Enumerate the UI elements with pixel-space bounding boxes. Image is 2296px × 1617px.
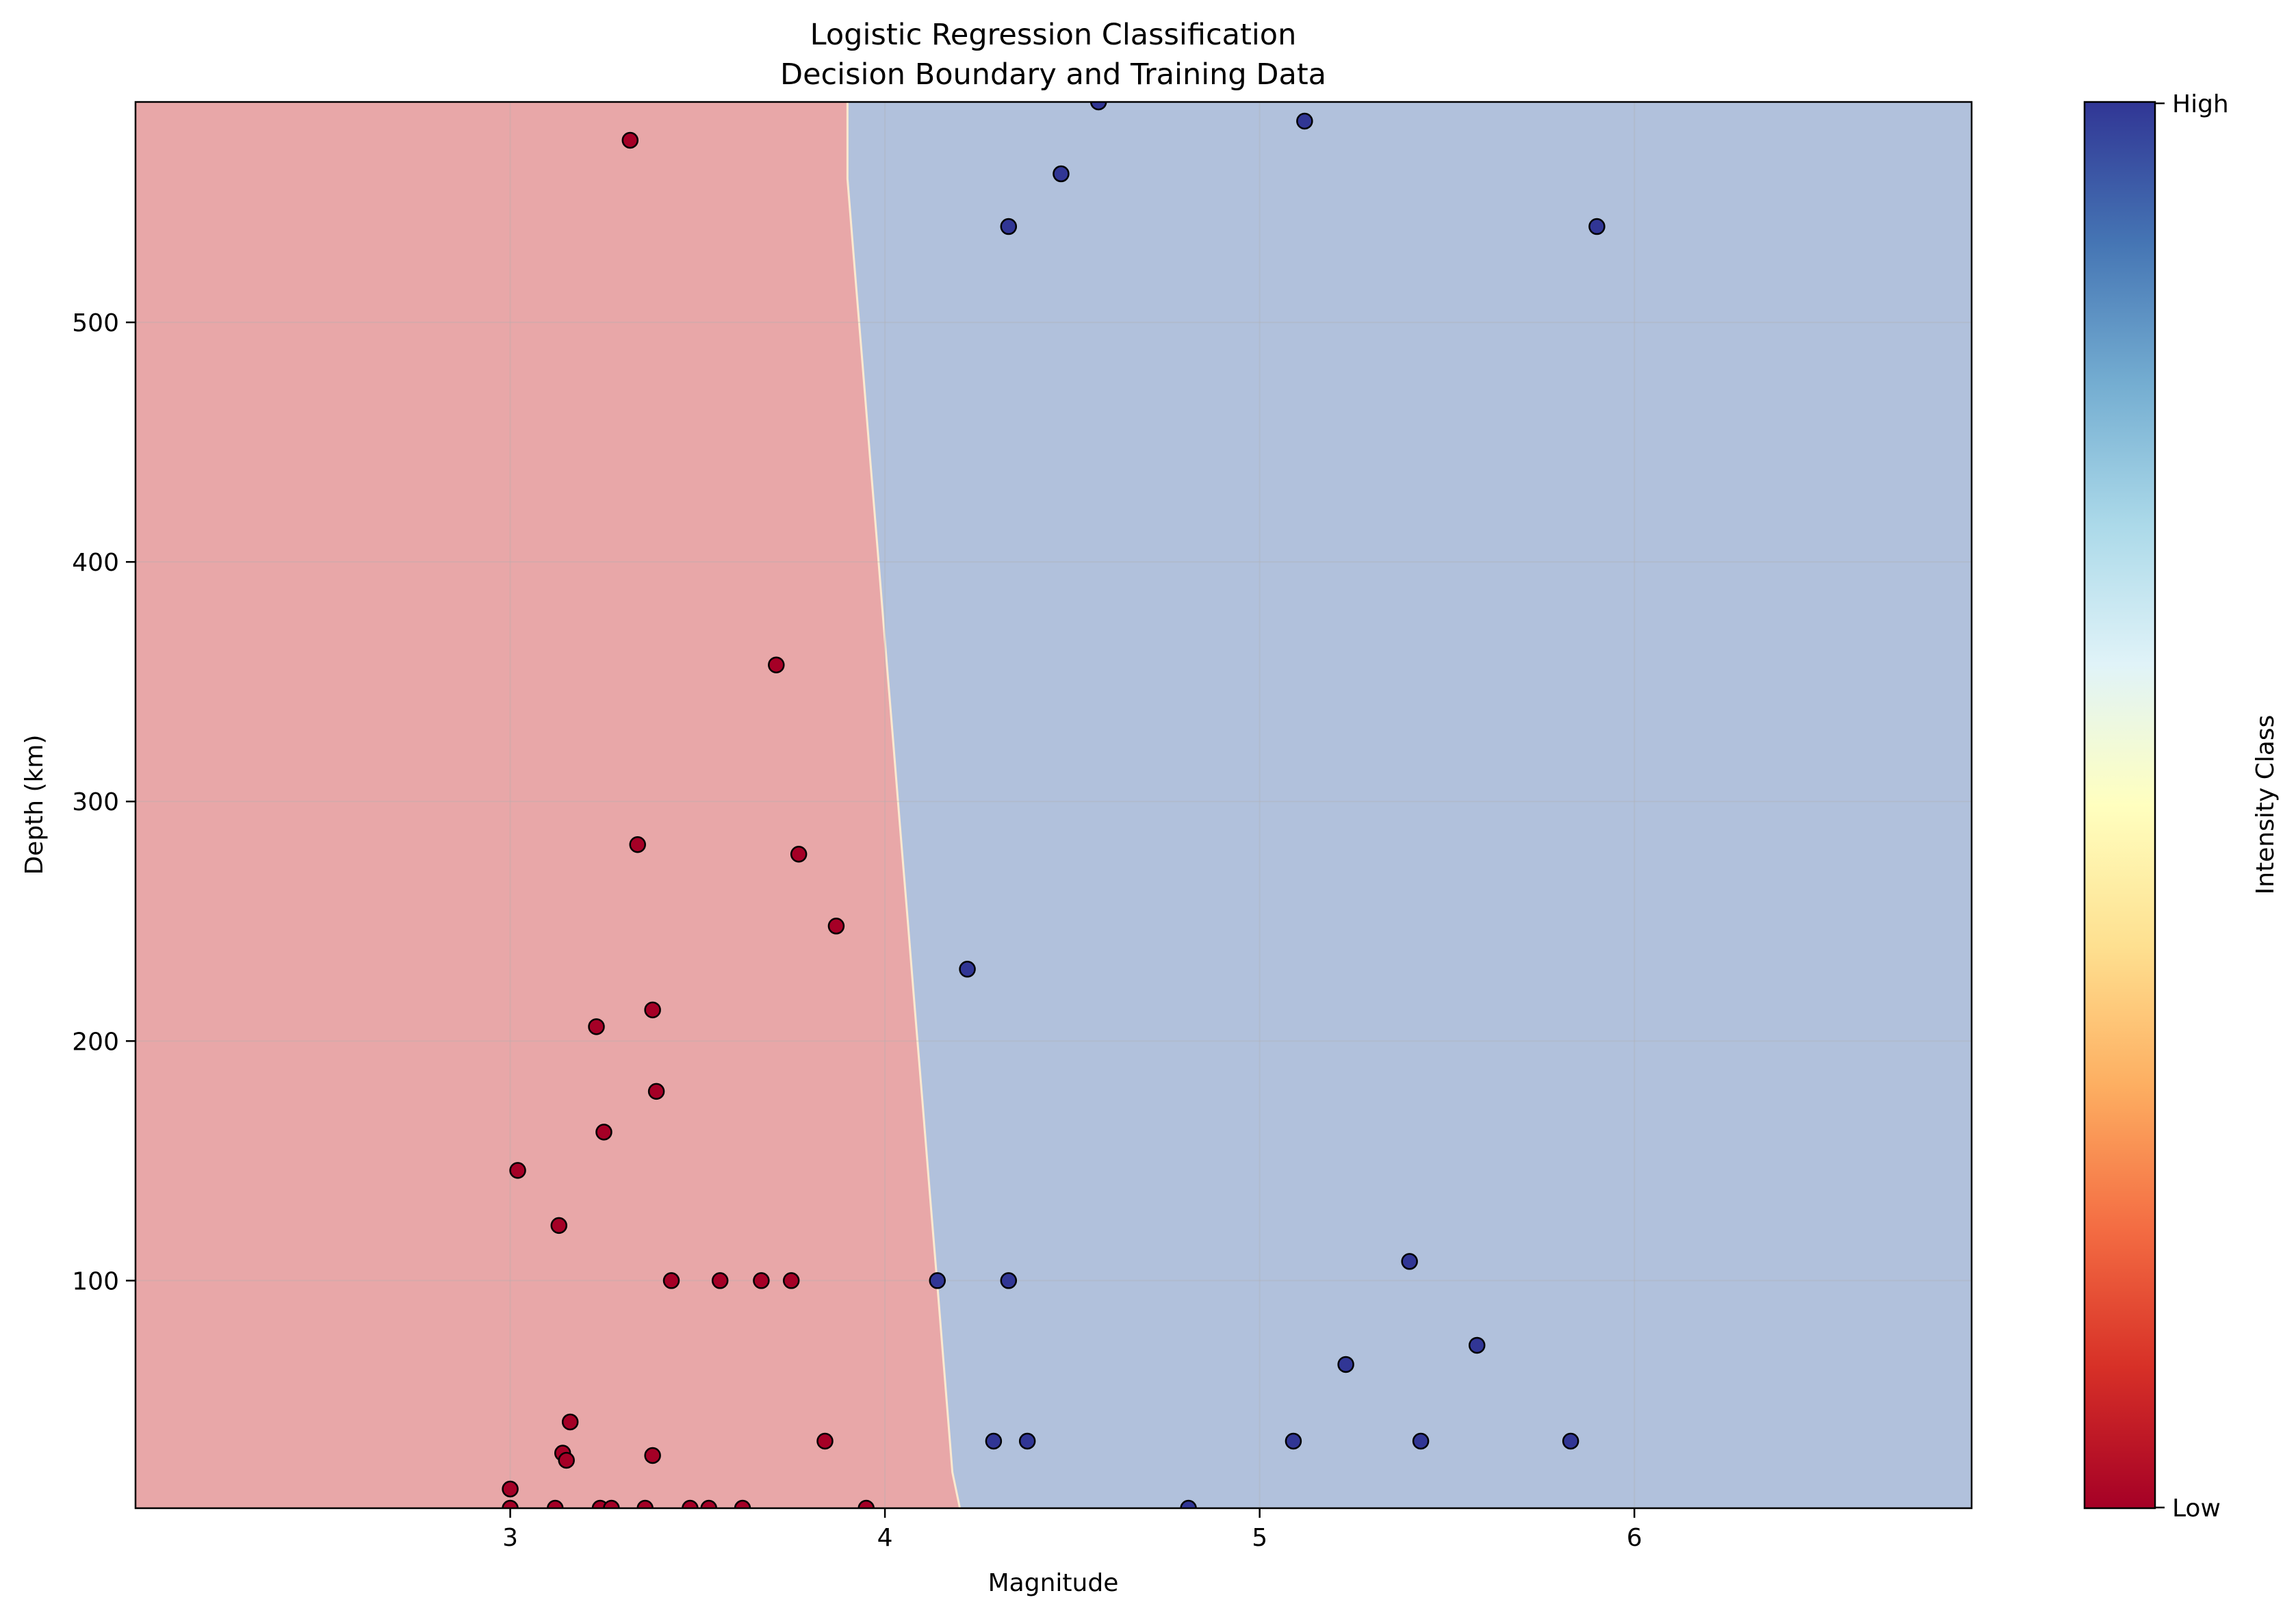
data-point-high xyxy=(1412,1432,1430,1450)
y-tick-label: 200 xyxy=(72,1028,119,1056)
data-point-high xyxy=(1562,1432,1579,1450)
data-point-low xyxy=(595,1124,612,1141)
decision-boundary xyxy=(846,102,962,1508)
data-point-low xyxy=(550,1217,567,1234)
x-tick-label: 6 xyxy=(1627,1524,1642,1552)
data-point-high xyxy=(1089,102,1107,111)
data-point-low xyxy=(711,1272,729,1289)
data-point-low xyxy=(603,1499,620,1508)
data-point-low xyxy=(790,846,808,863)
data-point-low xyxy=(588,1018,605,1035)
plot-area xyxy=(136,102,1972,1508)
data-point-low xyxy=(644,1001,661,1019)
region-high xyxy=(847,102,1972,1508)
data-point-high xyxy=(985,1432,1003,1450)
data-point-low xyxy=(700,1499,717,1508)
chart-title: Logistic Regression Classification xyxy=(810,18,1297,52)
x-axis-label: Magnitude xyxy=(988,1569,1119,1597)
data-point-low xyxy=(547,1499,564,1508)
colorbar: High Low Intensity Class xyxy=(2083,90,2280,1523)
data-point-low xyxy=(502,1499,519,1508)
data-point-high xyxy=(1018,1432,1036,1450)
data-point-low xyxy=(644,1447,661,1464)
data-point-low xyxy=(857,1499,875,1508)
data-point-low xyxy=(636,1499,654,1508)
data-point-high xyxy=(1000,1272,1018,1289)
x-axis: 3 4 5 6 xyxy=(502,1508,1642,1552)
chart-subtitle: Decision Boundary and Training Data xyxy=(780,57,1326,92)
colorbar-gradient xyxy=(2083,101,2156,1510)
data-point-low xyxy=(662,1272,680,1289)
data-point-low xyxy=(827,918,845,935)
data-point-low xyxy=(621,131,639,149)
data-point-low xyxy=(561,1413,579,1431)
data-points xyxy=(502,102,1605,1508)
data-point-low xyxy=(768,656,785,673)
data-point-high xyxy=(1296,112,1313,130)
data-point-low xyxy=(682,1499,699,1508)
x-tick-label: 3 xyxy=(502,1524,518,1552)
y-axis: 100 200 300 400 500 xyxy=(72,309,136,1295)
data-point-low xyxy=(782,1272,800,1289)
data-point-high xyxy=(1285,1432,1302,1450)
data-point-high xyxy=(959,961,976,978)
data-point-high xyxy=(1588,218,1605,235)
y-tick-label: 400 xyxy=(72,549,119,577)
data-point-low xyxy=(509,1162,526,1179)
x-tick-label: 5 xyxy=(1252,1524,1267,1552)
y-tick-label: 100 xyxy=(72,1267,119,1295)
data-point-low xyxy=(502,1480,519,1498)
data-point-high xyxy=(1000,218,1018,235)
plot-frame xyxy=(134,101,1973,1510)
x-tick-label: 4 xyxy=(877,1524,893,1552)
data-point-low xyxy=(816,1432,834,1450)
data-point-high xyxy=(1053,165,1070,183)
data-point-high xyxy=(1468,1336,1486,1354)
data-point-low xyxy=(734,1499,751,1508)
data-point-high xyxy=(929,1272,946,1289)
grid xyxy=(136,102,1972,1508)
data-point-low xyxy=(753,1272,770,1289)
y-axis-label: Depth (km) xyxy=(21,734,49,875)
y-tick-label: 300 xyxy=(72,788,119,816)
data-point-high xyxy=(1401,1253,1418,1270)
data-point-low xyxy=(647,1083,665,1100)
data-point-high xyxy=(1180,1499,1197,1508)
colorbar-tick-label-low: Low xyxy=(2172,1495,2221,1523)
colorbar-label: Intensity Class xyxy=(2252,715,2280,895)
colorbar-tick-label-high: High xyxy=(2172,90,2229,118)
data-point-high xyxy=(1337,1356,1354,1373)
y-tick-label: 500 xyxy=(72,309,119,337)
data-point-low xyxy=(558,1451,575,1469)
data-point-low xyxy=(629,836,646,853)
